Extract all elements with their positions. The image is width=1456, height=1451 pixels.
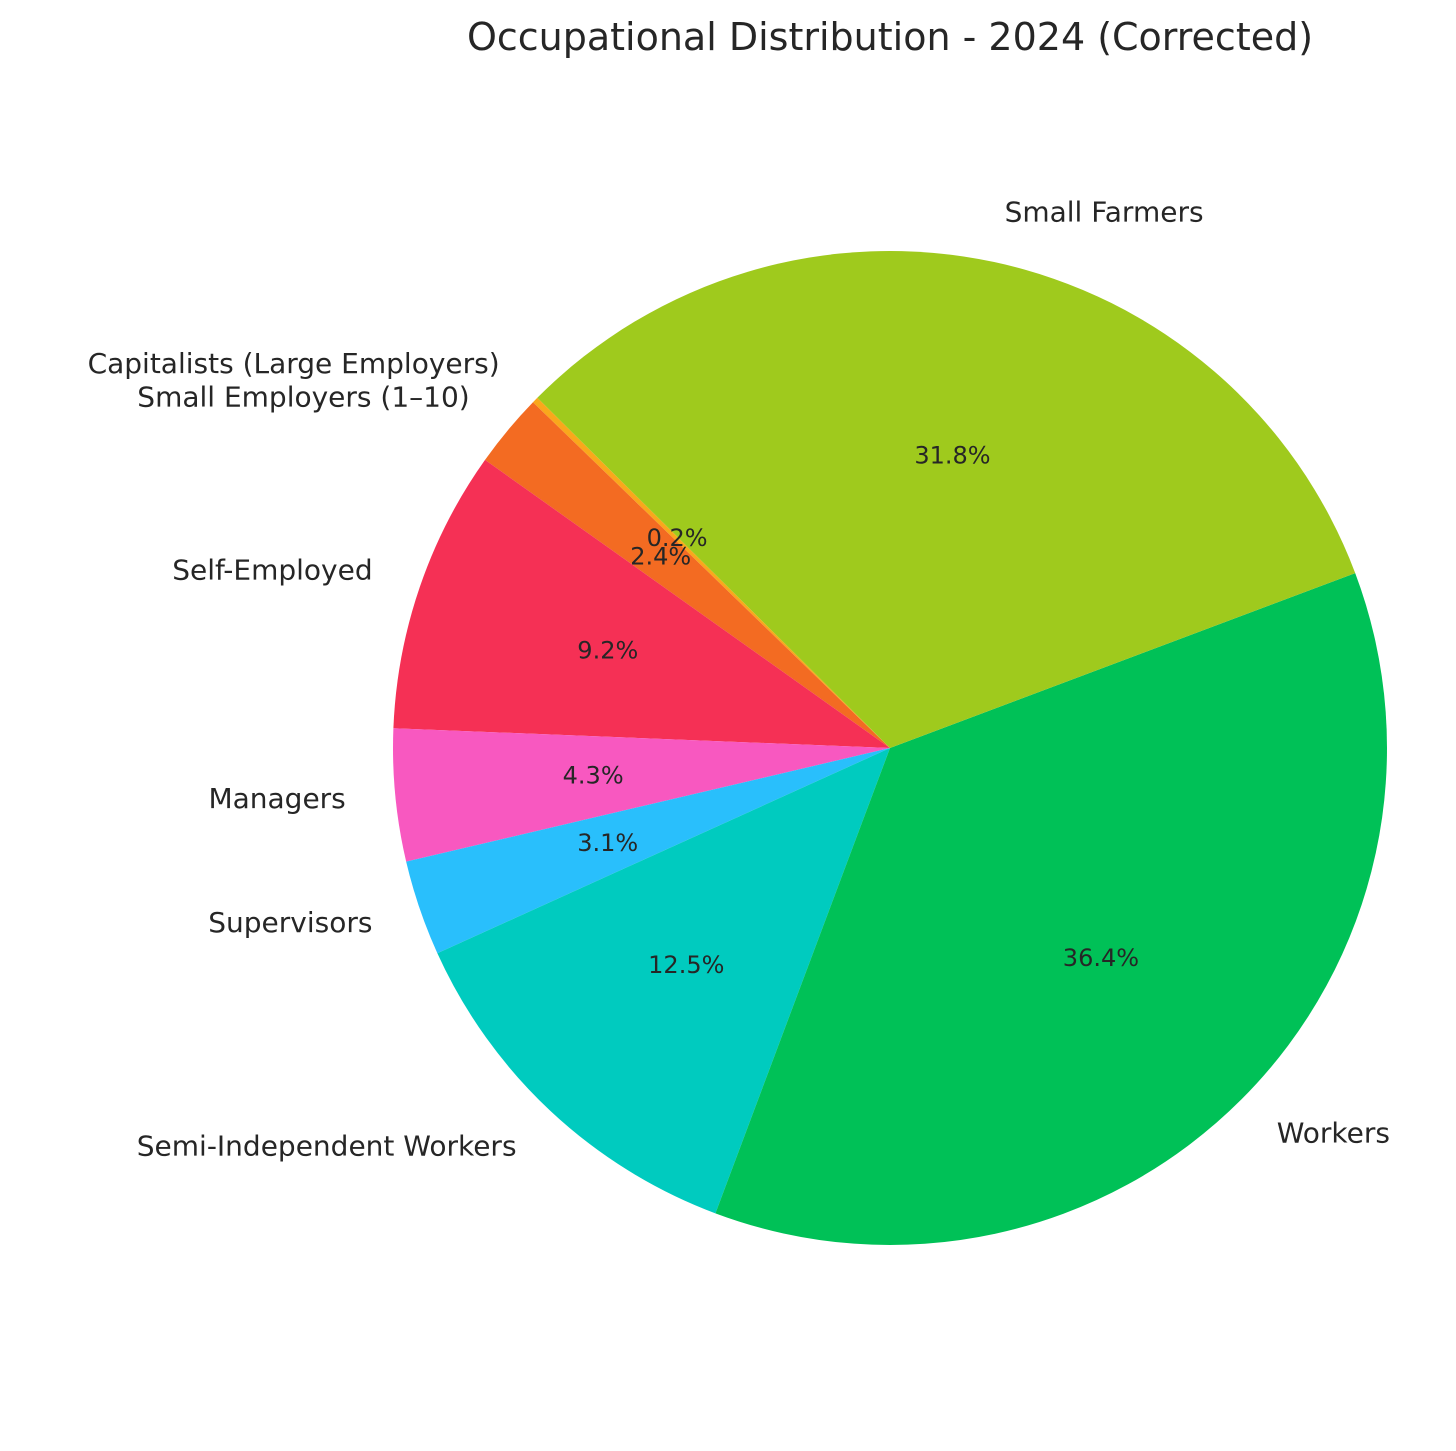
slice-label-self-employed: Self-Employed [172,553,372,586]
pct-label-workers: 36.4% [1063,944,1139,972]
pct-label-small-farmers: 31.8% [914,441,990,469]
pie-slice-capitalists-large-employers [532,397,890,748]
slice-label-semi-independent-workers: Semi-Independent Workers [137,1129,517,1162]
pct-label-semi-independent-workers: 12.5% [648,951,724,979]
pct-label-self-employed: 9.2% [577,637,638,665]
pie-slice-self-employed [393,459,890,748]
pie-slices [393,251,1387,1245]
pie-slice-small-employers-1-10 [485,402,890,748]
slice-label-small-farmers: Small Farmers [1005,195,1204,228]
pie-slice-small-farmers [537,251,1356,748]
slice-label-managers: Managers [208,782,345,815]
pie-slice-workers [715,573,1387,1245]
pct-label-capitalists-large-employers: 0.2% [647,524,708,552]
slice-label-workers: Workers [1277,1116,1390,1149]
pie-slice-semi-independent-workers [437,748,890,1214]
pct-label-small-employers-1-10: 2.4% [630,542,691,570]
chart-title: Occupational Distribution - 2024 (Correc… [467,15,1313,59]
pct-label-managers: 4.3% [563,761,624,789]
slice-label-small-employers-1-10: Small Employers (1–10) [137,380,469,413]
pie-labels: Capitalists (Large Employers) 0.2% Small E… [88,195,1390,1162]
slice-label-supervisors: Supervisors [208,906,372,939]
pct-label-supervisors: 3.1% [577,829,638,857]
slice-label-capitalists-large-employers: Capitalists (Large Employers) [88,347,500,380]
pie-slice-managers [393,728,890,862]
pie-slice-supervisors [406,748,890,954]
